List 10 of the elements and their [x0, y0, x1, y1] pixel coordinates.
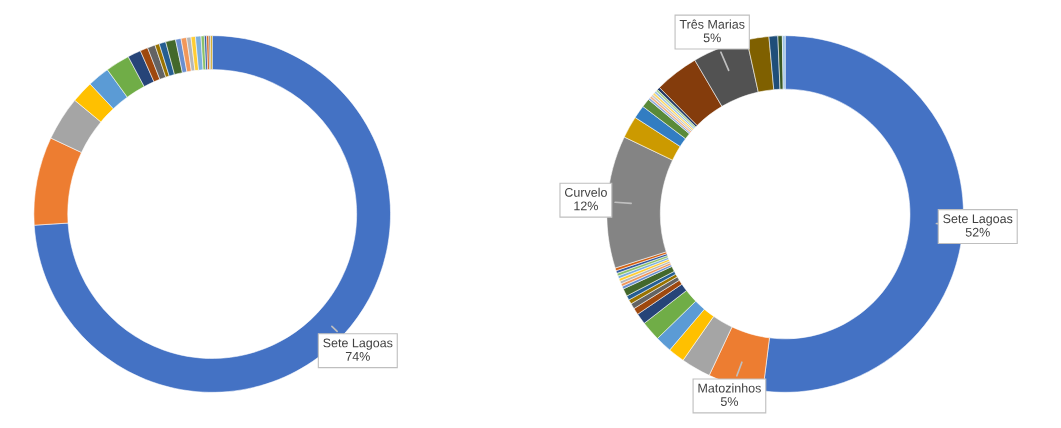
slice-label: Três Marias [679, 19, 745, 29]
slice-label: Sete Lagoas [323, 338, 393, 350]
slice-label: Curvelo [564, 187, 607, 197]
data-label: 5% [703, 33, 721, 43]
data-label: 12% [574, 201, 598, 211]
slice-label: Sete Lagoas [943, 214, 1013, 226]
data-label: 5% [720, 397, 738, 406]
data-label: 74% [345, 352, 370, 361]
slice-label: Matozinhos [698, 383, 761, 393]
data-label: 52% [965, 227, 990, 237]
